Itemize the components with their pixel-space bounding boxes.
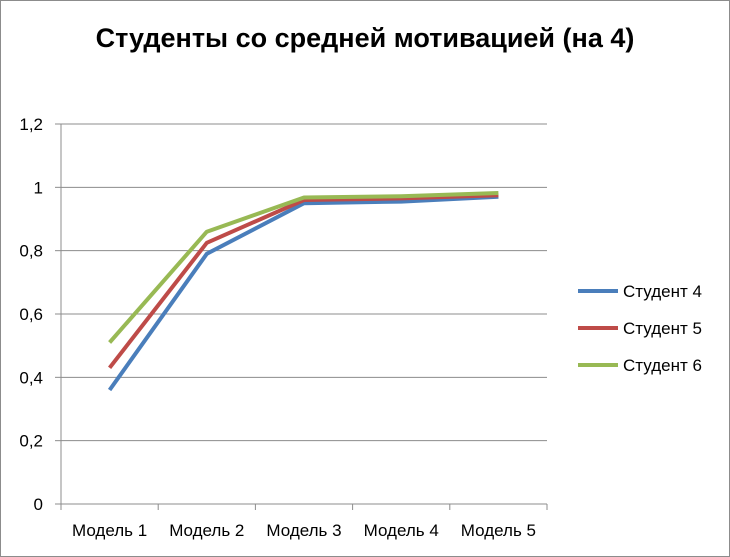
x-tick-label: Модель 4	[364, 521, 439, 540]
y-tick-label: 1	[34, 178, 43, 197]
gridlines	[61, 123, 547, 442]
y-tick-label: 0,8	[19, 242, 43, 261]
y-tick-label: 0,6	[19, 305, 43, 324]
x-tick-labels: Модель 1 Модель 2 Модель 3 Модель 4 Модель 5	[72, 521, 536, 540]
y-tick-label: 1,2	[19, 115, 43, 134]
x-tick-label: Модель 5	[461, 521, 536, 540]
legend: Студент 4 Студент 5 Студент 6	[578, 282, 702, 375]
legend-label: Студент 6	[623, 356, 702, 375]
chart-title: Студенты со средней мотивацией (на 4)	[95, 23, 635, 53]
axes	[55, 123, 548, 510]
x-tick-label: Модель 2	[169, 521, 244, 540]
y-tick-labels: 0 0,2 0,4 0,6 0,8 1 1,2	[19, 115, 43, 514]
series-line-3	[108, 191, 499, 344]
series-line-2	[108, 193, 499, 370]
series-lines	[107, 191, 499, 392]
y-tick-label: 0,4	[19, 368, 43, 387]
legend-label: Студент 4	[623, 282, 702, 301]
y-tick-label: 0,2	[19, 432, 43, 451]
legend-label: Студент 5	[623, 319, 702, 338]
y-tick-label: 0	[34, 495, 43, 514]
x-tick-label: Модель 1	[72, 521, 147, 540]
x-tick-label: Модель 3	[266, 521, 341, 540]
series-line-1	[107, 194, 499, 392]
